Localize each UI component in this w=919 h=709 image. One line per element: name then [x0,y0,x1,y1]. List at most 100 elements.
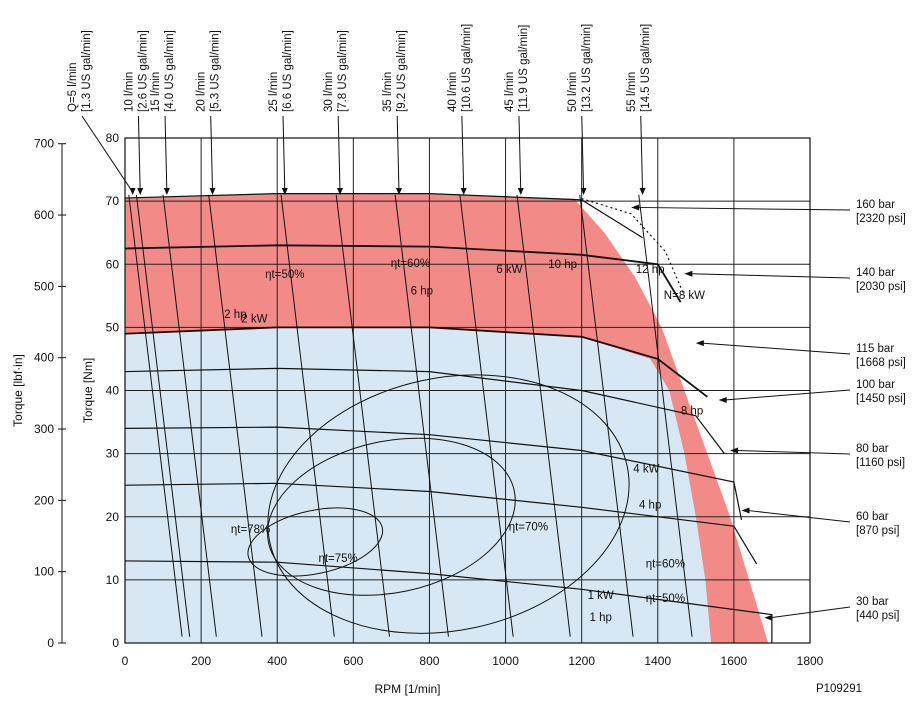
flow-arrow-line [640,115,644,192]
flow-label-q: 15 l/min [150,72,162,112]
y-lbf-tick-label: 400 [34,351,54,365]
pressure-label-bar: 100 bar [856,379,895,391]
flow-arrow-head [517,187,524,195]
flow-arrow-head [137,187,144,195]
flow-arrow-line [581,115,585,192]
flow-label-gal: [11.9 US gal/min] [518,25,530,112]
y-nm-tick-label: 50 [106,320,120,334]
flow-label-gal: [2.6 US gal/min] [137,30,149,112]
pressure-label-psi: [1160 psi] [856,457,905,469]
flow-arrow-head [580,187,587,195]
pressure-arrow-head [631,204,640,211]
chart-labels: Q=5 l/min [1.3 US gal/min] 10 l/min [2.6 US… [67,24,906,695]
curve-annotation: ηt=60% [646,558,685,570]
pressure-curve [124,367,725,454]
flow-label: 50 l/min [13.2 US gal/min] [567,24,593,112]
x-tick-label: 800 [419,654,439,668]
pressure-arrow-line [637,206,851,211]
pressure-curve [124,193,643,239]
curve-annotation: ηt=70% [509,522,548,534]
pressure-arrow-line [736,449,851,455]
characteristic-curves [124,193,773,643]
y-nm-tick-label: 80 [106,131,120,145]
pressure-label-psi: [1668 psi] [856,357,906,369]
continuous-zone [125,327,712,643]
flow-label: 10 l/min [2.6 US gal/min] [123,30,149,112]
y-nm-tick-label: 70 [106,194,120,208]
flow-label-q: 35 l/min [382,72,394,112]
pressure-curve [124,244,682,303]
y-lbf-tick-label: 600 [34,208,54,222]
flow-curve [459,194,514,637]
intermittent-zone [125,193,769,643]
flow-label: 35 l/min [9.2 US gal/min] [382,30,408,112]
x-tick-label: 0 [122,654,129,668]
flow-arrow-head [460,187,467,195]
flow-label-q: 55 l/min [626,72,638,112]
flow-curve [579,194,634,637]
flow-label: 30 l/min [7.8 US gal/min] [323,30,349,112]
pressure-arrow-head [718,396,727,403]
pressure-arrow-line [747,509,851,523]
flow-curve [638,194,693,637]
flow-arrow-head [209,187,216,195]
pressure-arrow-line [690,273,851,279]
flow-curve [516,194,571,637]
curve-annotation: ηt=78% [231,524,270,536]
x-tick-label: 1800 [797,654,824,668]
efficiency-contour [267,437,516,596]
flow-label: 25 l/min [6.6 US gal/min] [268,30,294,112]
flow-label-gal: [4.0 US gal/min] [164,30,176,112]
flow-arrow-line [396,115,400,192]
y-lbf-tick-label: 700 [34,137,54,151]
flow-label: 40 l/min [10.6 US gal/min] [447,24,473,112]
pressure-label-psi: [1450 psi] [856,393,906,405]
y-lbf-tick-label: 100 [34,565,54,579]
flow-curve [208,194,263,637]
flow-arrow-line [282,115,286,192]
curve-annotation: N=8 kW [664,290,705,302]
pressure-label-psi: [2320 psi] [856,213,906,225]
y-nm-axis-title: Torque [Nm] [81,358,95,423]
efficiency-contour [247,507,384,577]
curve-annotation: ηt=75% [318,553,357,565]
y-lbf-tick-label: 500 [34,279,54,293]
curve-annotation: 4 hp [639,500,661,512]
pressure-curve [124,426,743,521]
pressure-label-bar: 140 bar [856,267,895,279]
flow-label-q: 50 l/min [567,72,579,112]
flow-label-gal: [13.2 US gal/min] [581,24,593,112]
flow-label-gal: [10.6 US gal/min] [461,24,473,112]
flow-arrow-line [210,115,214,192]
curve-annotation: 10 hp [548,259,577,271]
pressure-arrow-head [764,614,773,621]
x-tick-label: 1200 [568,654,595,668]
x-axis-title: RPM [1/min] [374,682,440,696]
flow-label-q: 20 l/min [196,72,208,112]
flow-arrow-head [337,187,344,195]
pressure-curve [124,482,758,565]
pressure-arrow-line [701,342,851,355]
x-tick-label: 1000 [492,654,519,668]
curve-annotation: 4 kW [633,464,659,476]
pressure-label-bar: 30 bar [856,596,889,608]
operating-zones [125,193,769,643]
curve-annotation: ηt=50% [265,269,304,281]
flow-label-gal: [6.6 US gal/min] [282,30,294,112]
max-boundary-dotted [581,198,685,297]
curve-annotation: 6 kW [496,264,522,276]
pressure-label-psi: [440 psi] [856,610,899,622]
y-nm-tick-label: 0 [112,636,119,650]
x-tick-label: 600 [343,654,363,668]
flow-label-q: Q=5 l/min [67,62,79,112]
pressure-arrow-head [695,340,704,347]
y-nm-tick-label: 30 [106,447,120,461]
figure-code: P109291 [816,683,862,695]
flow-arrow-line [137,115,141,192]
pressure-label-bar: 80 bar [856,443,889,455]
pressure-arrow-line [770,606,851,619]
plot-frame [124,137,811,644]
flow-label-q: 40 l/min [447,72,459,112]
